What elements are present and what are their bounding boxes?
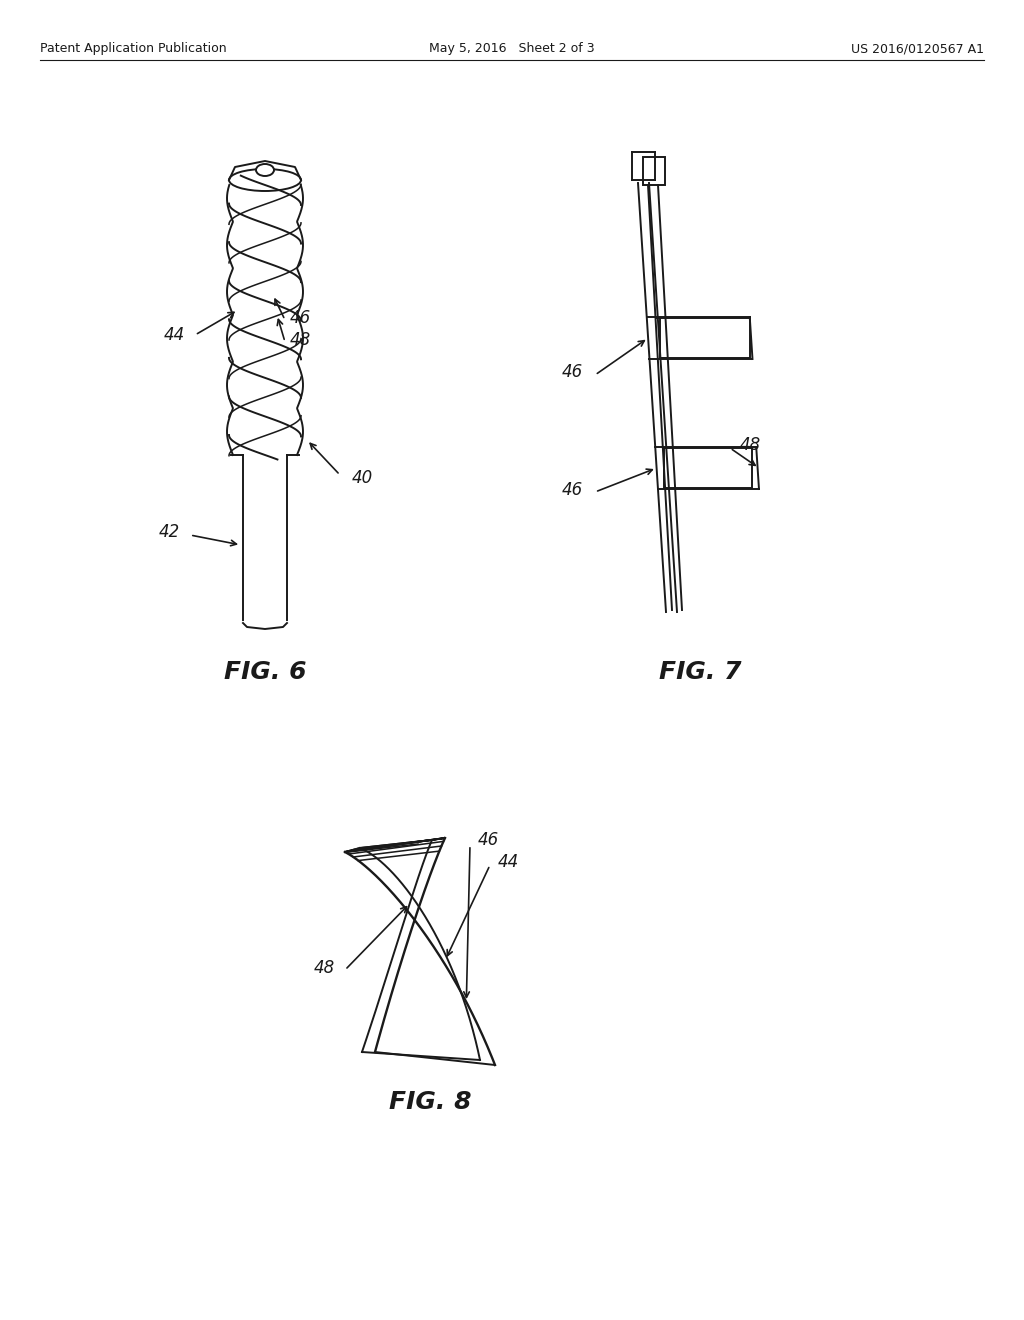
Text: 44: 44: [498, 853, 519, 871]
Text: US 2016/0120567 A1: US 2016/0120567 A1: [851, 42, 984, 55]
Bar: [660, 318, 750, 358]
Text: FIG. 8: FIG. 8: [389, 1090, 471, 1114]
Text: 46: 46: [478, 832, 500, 849]
Text: 40: 40: [352, 469, 374, 487]
Text: 48: 48: [740, 436, 761, 454]
Text: 46: 46: [562, 480, 583, 499]
Ellipse shape: [256, 164, 274, 176]
Text: 46: 46: [290, 309, 311, 327]
Text: FIG. 7: FIG. 7: [658, 660, 741, 684]
Text: 48: 48: [313, 960, 335, 977]
Text: 44: 44: [164, 326, 185, 345]
Bar: [643, 157, 665, 185]
Ellipse shape: [229, 169, 301, 191]
Bar: [664, 447, 752, 488]
Text: Patent Application Publication: Patent Application Publication: [40, 42, 226, 55]
Text: 46: 46: [562, 363, 583, 381]
Text: May 5, 2016   Sheet 2 of 3: May 5, 2016 Sheet 2 of 3: [429, 42, 595, 55]
Text: 48: 48: [290, 331, 311, 348]
Text: 42: 42: [159, 523, 180, 541]
Text: FIG. 6: FIG. 6: [224, 660, 306, 684]
